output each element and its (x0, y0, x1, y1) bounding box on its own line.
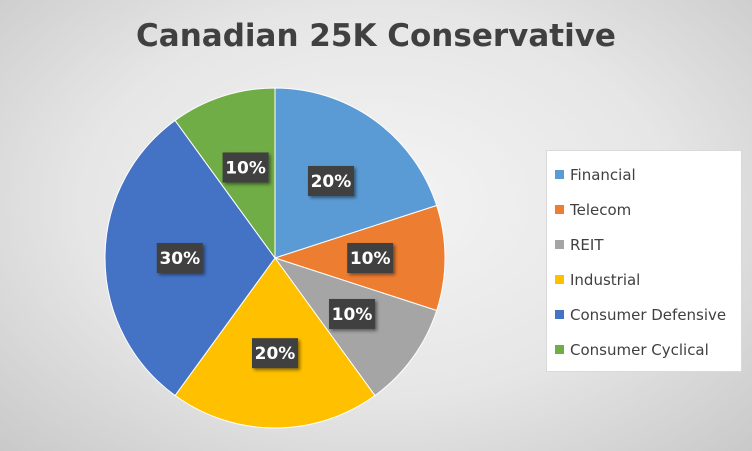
legend-label: REIT (570, 235, 604, 254)
legend-item-telecom: Telecom (555, 192, 733, 227)
legend-swatch (555, 310, 564, 319)
legend: Financial Telecom REIT Industrial Consumer D… (546, 150, 742, 372)
svg-text:10%: 10% (225, 158, 266, 178)
legend-label: Financial (570, 165, 636, 184)
legend-label: Consumer Cyclical (570, 340, 709, 359)
legend-item-reit: REIT (555, 227, 733, 262)
legend-label: Consumer Defensive (570, 305, 727, 324)
legend-item-consumer-cyclical: Consumer Cyclical (555, 332, 733, 367)
data-label-industrial: 20% (252, 338, 298, 369)
svg-text:30%: 30% (159, 249, 200, 269)
pie-slice-financial (274, 87, 438, 259)
data-label-consumer-cyclical: 10% (222, 152, 269, 183)
legend-item-consumer-defensive: Consumer Defensive (555, 297, 733, 332)
svg-text:10%: 10% (332, 305, 373, 325)
data-label-telecom: 10% (347, 243, 394, 273)
legend-swatch (555, 240, 564, 249)
legend-swatch (555, 345, 564, 354)
data-label-reit: 10% (329, 298, 376, 329)
legend-swatch (555, 205, 564, 214)
legend-label: Industrial (570, 270, 641, 289)
legend-item-industrial: Industrial (555, 262, 733, 297)
legend-swatch (555, 170, 564, 179)
data-label-financial: 20% (307, 165, 354, 196)
chart-title: Canadian 25K Conservative (136, 18, 616, 54)
svg-text:20%: 20% (255, 344, 296, 364)
legend-swatch (555, 275, 564, 284)
data-label-consumer-defensive: 30% (156, 243, 203, 273)
svg-text:10%: 10% (350, 249, 391, 269)
svg-text:20%: 20% (311, 172, 352, 192)
legend-item-financial: Financial (555, 157, 733, 192)
legend-label: Telecom (570, 200, 632, 219)
